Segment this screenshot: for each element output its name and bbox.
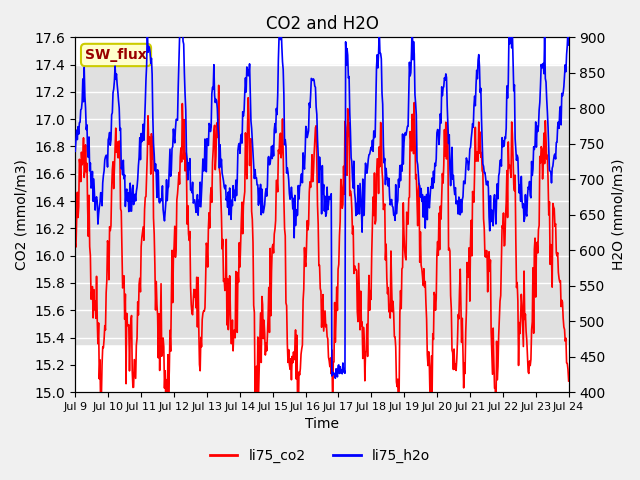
Legend: li75_co2, li75_h2o: li75_co2, li75_h2o — [204, 443, 436, 468]
Y-axis label: H2O (mmol/m3): H2O (mmol/m3) — [611, 159, 625, 270]
X-axis label: Time: Time — [305, 418, 339, 432]
Title: CO2 and H2O: CO2 and H2O — [266, 15, 378, 33]
Y-axis label: CO2 (mmol/m3): CO2 (mmol/m3) — [15, 159, 29, 270]
Text: SW_flux: SW_flux — [85, 48, 147, 62]
Bar — [76, 65, 569, 344]
